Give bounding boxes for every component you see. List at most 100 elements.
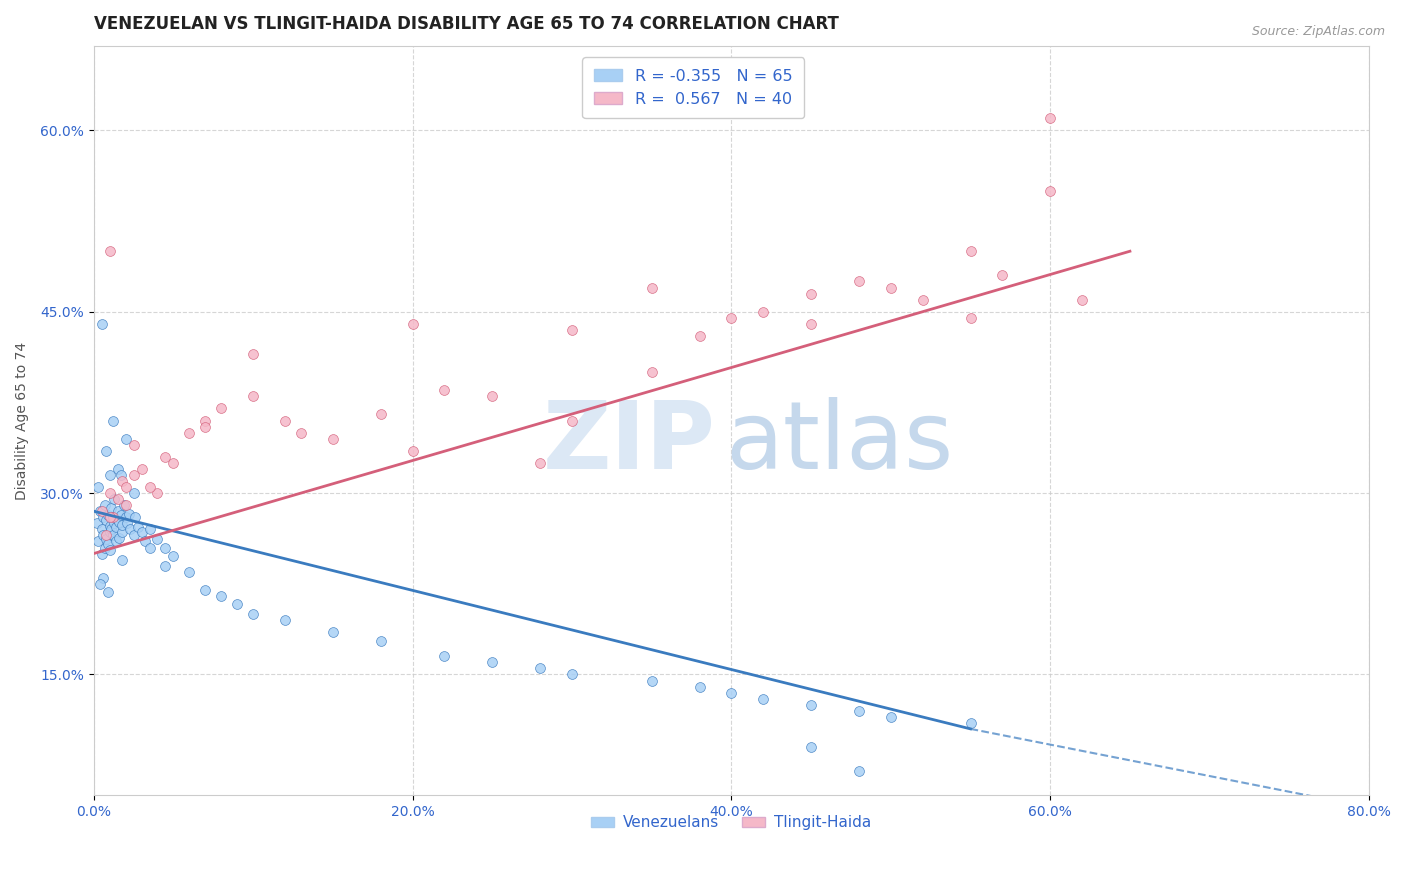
Point — [991, 268, 1014, 283]
Point — [105, 520, 128, 534]
Point — [433, 649, 456, 664]
Point — [162, 549, 184, 563]
Point — [848, 764, 870, 779]
Point — [98, 518, 121, 533]
Text: atlas: atlas — [725, 397, 953, 489]
Point — [110, 508, 132, 522]
Point — [162, 456, 184, 470]
Point — [561, 413, 583, 427]
Point — [689, 329, 711, 343]
Point — [959, 310, 981, 325]
Text: ZIP: ZIP — [543, 397, 716, 489]
Text: VENEZUELAN VS TLINGIT-HAIDA DISABILITY AGE 65 TO 74 CORRELATION CHART: VENEZUELAN VS TLINGIT-HAIDA DISABILITY A… — [94, 15, 838, 33]
Point — [1071, 293, 1094, 307]
Point — [97, 585, 120, 599]
Point — [122, 467, 145, 482]
Point — [118, 507, 141, 521]
Point — [91, 571, 114, 585]
Point — [98, 244, 121, 259]
Point — [561, 667, 583, 681]
Point — [752, 691, 775, 706]
Point — [752, 304, 775, 318]
Point — [322, 625, 344, 640]
Point — [370, 408, 392, 422]
Point — [1039, 112, 1062, 126]
Point — [209, 589, 232, 603]
Point — [481, 656, 503, 670]
Point — [90, 504, 112, 518]
Point — [138, 541, 160, 555]
Point — [105, 534, 128, 549]
Point — [111, 552, 134, 566]
Point — [101, 510, 124, 524]
Point — [155, 450, 177, 464]
Point — [370, 633, 392, 648]
Point — [98, 524, 121, 539]
Y-axis label: Disability Age 65 to 74: Disability Age 65 to 74 — [15, 342, 30, 500]
Point — [720, 685, 742, 699]
Point — [103, 516, 125, 531]
Point — [131, 524, 153, 539]
Point — [800, 739, 823, 754]
Point — [911, 293, 934, 307]
Legend: Venezuelans, Tlingit-Haida: Venezuelans, Tlingit-Haida — [585, 809, 877, 837]
Point — [91, 528, 114, 542]
Point — [96, 532, 118, 546]
Point — [134, 534, 156, 549]
Point — [97, 508, 120, 522]
Point — [122, 486, 145, 500]
Point — [959, 715, 981, 730]
Point — [146, 532, 169, 546]
Point — [107, 492, 129, 507]
Point — [689, 680, 711, 694]
Point — [96, 513, 118, 527]
Point — [179, 565, 201, 579]
Point — [848, 704, 870, 718]
Point — [122, 438, 145, 452]
Point — [122, 528, 145, 542]
Point — [96, 528, 118, 542]
Point — [101, 528, 124, 542]
Point — [800, 317, 823, 331]
Point — [114, 432, 136, 446]
Point — [100, 522, 122, 536]
Point — [131, 462, 153, 476]
Point — [98, 467, 121, 482]
Point — [90, 317, 112, 331]
Point — [98, 510, 121, 524]
Point — [86, 516, 108, 531]
Point — [101, 413, 124, 427]
Point — [194, 413, 217, 427]
Point — [274, 413, 297, 427]
Point — [800, 286, 823, 301]
Point — [880, 710, 903, 724]
Point — [209, 401, 232, 416]
Text: Source: ZipAtlas.com: Source: ZipAtlas.com — [1251, 25, 1385, 38]
Point — [101, 510, 124, 524]
Point — [226, 598, 249, 612]
Point — [107, 504, 129, 518]
Point — [561, 323, 583, 337]
Point — [112, 498, 135, 512]
Point — [89, 504, 111, 518]
Point — [146, 486, 169, 500]
Point — [1039, 184, 1062, 198]
Point — [89, 576, 111, 591]
Point — [401, 317, 423, 331]
Point — [98, 543, 121, 558]
Point — [91, 510, 114, 524]
Point — [124, 510, 146, 524]
Point — [114, 498, 136, 512]
Point — [290, 425, 312, 440]
Point — [90, 547, 112, 561]
Point — [96, 443, 118, 458]
Point — [97, 537, 120, 551]
Point — [880, 280, 903, 294]
Point — [959, 244, 981, 259]
Point — [242, 607, 264, 621]
Point — [242, 347, 264, 361]
Point — [110, 467, 132, 482]
Point — [107, 513, 129, 527]
Point — [155, 558, 177, 573]
Point — [111, 474, 134, 488]
